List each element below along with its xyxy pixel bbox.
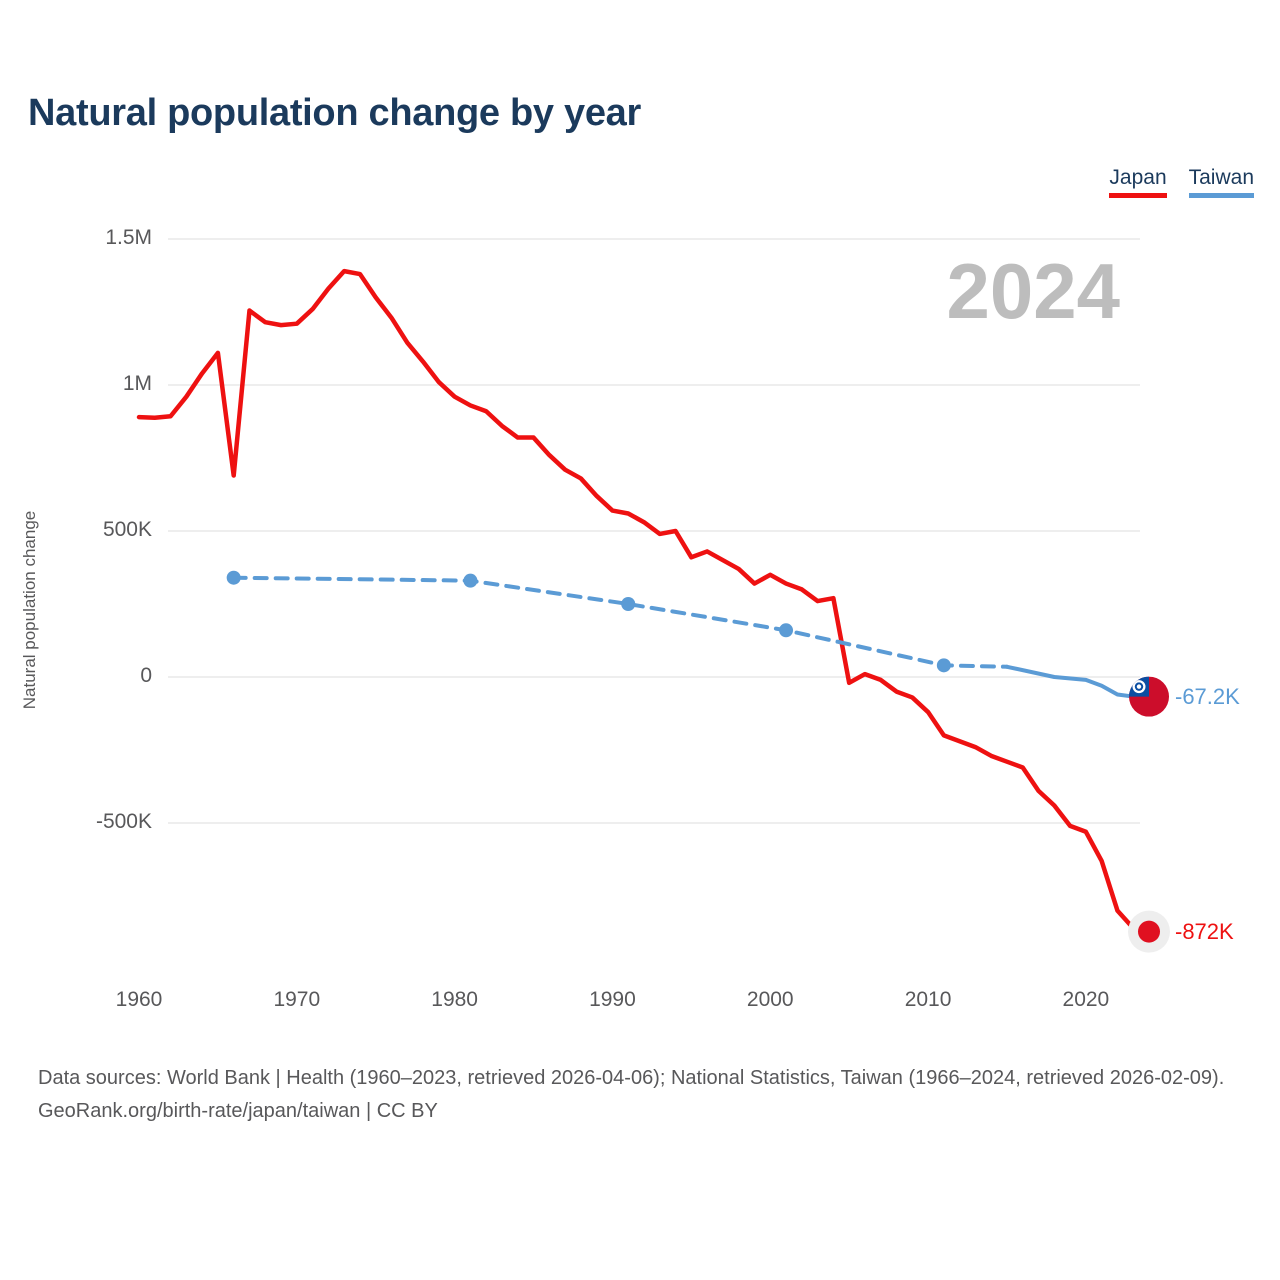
legend-item-taiwan[interactable]: Taiwan	[1188, 166, 1254, 198]
legend-item-japan[interactable]: Japan	[1109, 166, 1167, 198]
taiwan-endpoint-label: -67.2K	[1175, 683, 1240, 709]
japan-endpoint-label: -872K	[1175, 918, 1234, 944]
footer-credits: Data sources: World Bank | Health (1960–…	[38, 1062, 1258, 1128]
data-point-marker	[463, 573, 478, 588]
series-markers	[226, 570, 951, 673]
x-tick-label: 1970	[273, 988, 321, 1011]
y-tick-label: 500K	[102, 518, 152, 541]
x-tick-label: 2020	[1062, 988, 1110, 1011]
data-point-marker	[936, 658, 951, 673]
taiwan-flag-marker	[1129, 676, 1169, 717]
series-line-japan	[136, 268, 1152, 934]
x-tick-label: 2000	[746, 988, 794, 1011]
japan-flag-marker	[1128, 910, 1170, 953]
footer-line-2[interactable]: GeoRank.org/birth-rate/japan/taiwan | CC…	[38, 1100, 438, 1122]
y-tick-label: -500K	[95, 810, 152, 833]
gridlines	[168, 238, 1140, 824]
y-tick-label: 1M	[122, 372, 152, 395]
x-tick-label: 2010	[904, 988, 952, 1011]
data-point-marker	[226, 570, 241, 585]
series-line-taiwan-solid	[1004, 664, 1151, 699]
y-tick-label: 0	[140, 664, 152, 687]
series-lines	[136, 268, 1152, 934]
data-point-marker	[621, 597, 636, 611]
page-title: Natural population change by year	[28, 92, 641, 134]
series-line-taiwan-dashed	[231, 575, 1009, 669]
x-tick-label: 1990	[589, 988, 636, 1011]
legend-rule-japan	[1109, 193, 1167, 198]
chart-legend: Japan Taiwan	[1109, 166, 1254, 198]
x-tick-label: 1960	[115, 988, 163, 1011]
legend-label-taiwan: Taiwan	[1188, 166, 1254, 189]
year-watermark: 2024	[946, 247, 1120, 335]
endpoint-markers	[1128, 676, 1170, 953]
footer-line-1: Data sources: World Bank | Health (1960–…	[38, 1067, 1225, 1089]
legend-rule-taiwan	[1188, 193, 1254, 198]
legend-label-japan: Japan	[1109, 166, 1167, 189]
y-tick-label: 1.5M	[105, 226, 152, 249]
x-tick-label: 1980	[431, 988, 478, 1011]
data-point-marker	[779, 623, 794, 638]
